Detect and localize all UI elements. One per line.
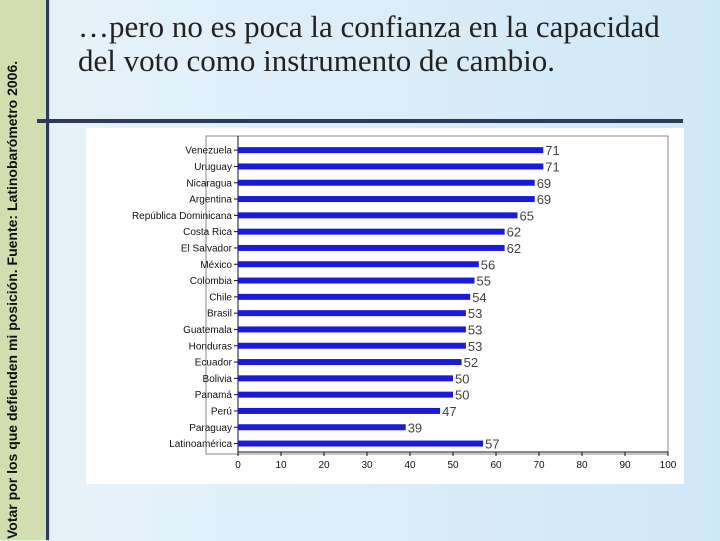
x-tick-label: 60 [490, 460, 502, 471]
bar [238, 310, 466, 317]
bar [238, 293, 471, 300]
category-label: Brasil [207, 309, 232, 320]
data-label: 65 [520, 208, 534, 223]
category-label: Venezuela [185, 146, 232, 157]
x-tick-label: 30 [361, 460, 373, 471]
category-label: México [200, 260, 232, 271]
x-tick-label: 40 [404, 460, 416, 471]
x-tick-label: 100 [660, 460, 677, 471]
data-label: 53 [468, 339, 482, 354]
bar [238, 326, 466, 333]
data-label: 52 [464, 355, 478, 370]
x-tick-label: 70 [533, 460, 545, 471]
category-label: Guatemala [183, 325, 232, 336]
left-band [0, 0, 50, 540]
bar [238, 147, 544, 154]
data-label: 54 [472, 290, 486, 305]
x-tick-label: 80 [576, 460, 588, 471]
category-label: Panamá [195, 390, 233, 401]
category-label: Bolivia [203, 374, 233, 385]
category-label: Latinoamérica [169, 439, 232, 450]
category-label: Costa Rica [183, 227, 232, 238]
data-label: 47 [442, 404, 456, 419]
category-label: República Dominicana [132, 211, 232, 222]
category-label: Nicaragua [186, 178, 232, 189]
data-label: 57 [485, 437, 499, 452]
slide-title: …pero no es poca la confianza en la capa… [78, 9, 660, 78]
x-tick-label: 50 [447, 460, 459, 471]
bar [238, 359, 462, 366]
source-caption: Votar por los que defienden mi posición.… [4, 60, 20, 539]
bar [238, 212, 518, 219]
category-label: Colombia [190, 276, 233, 287]
category-label: El Salvador [181, 243, 233, 254]
bar [238, 244, 505, 251]
data-label: 53 [468, 306, 482, 321]
bar [238, 261, 479, 268]
category-label: Perú [211, 406, 232, 417]
category-label: Paraguay [189, 423, 232, 434]
category-label: Ecuador [195, 358, 233, 369]
x-tick-label: 10 [275, 460, 287, 471]
x-tick-label: 20 [318, 460, 330, 471]
bar [238, 196, 535, 203]
data-label: 69 [537, 176, 551, 191]
data-label: 50 [455, 388, 469, 403]
vertical-rule [46, 0, 49, 540]
bar [238, 342, 466, 349]
data-label: 53 [468, 322, 482, 337]
data-label: 56 [481, 257, 495, 272]
data-label: 50 [455, 371, 469, 386]
data-label: 55 [477, 274, 491, 289]
category-label: Chile [209, 292, 232, 303]
data-label: 39 [408, 420, 422, 435]
data-label: 71 [545, 159, 559, 174]
data-label: 62 [507, 225, 521, 240]
category-label: Honduras [189, 341, 232, 352]
data-label: 69 [537, 192, 551, 207]
chart-panel: Venezuela 71 Uruguay 71 Nicaragua 69 Argentina… [86, 128, 684, 484]
bar [238, 375, 453, 382]
bar-chart: Venezuela 71 Uruguay 71 Nicaragua 69 Argentina… [132, 135, 677, 471]
x-tick-label: 90 [619, 460, 631, 471]
bar [238, 179, 535, 186]
bar [238, 440, 484, 447]
bar [238, 407, 441, 414]
plot-frame [205, 135, 669, 455]
bar [238, 163, 544, 170]
category-label: Uruguay [194, 162, 232, 173]
x-tick-label: 0 [235, 460, 241, 471]
bar [238, 228, 505, 235]
horizontal-rule [37, 119, 683, 123]
bar [238, 391, 453, 398]
bar [238, 424, 406, 431]
category-label: Argentina [189, 195, 232, 206]
data-label: 62 [507, 241, 521, 256]
bar [238, 277, 475, 284]
data-label: 71 [545, 143, 559, 158]
